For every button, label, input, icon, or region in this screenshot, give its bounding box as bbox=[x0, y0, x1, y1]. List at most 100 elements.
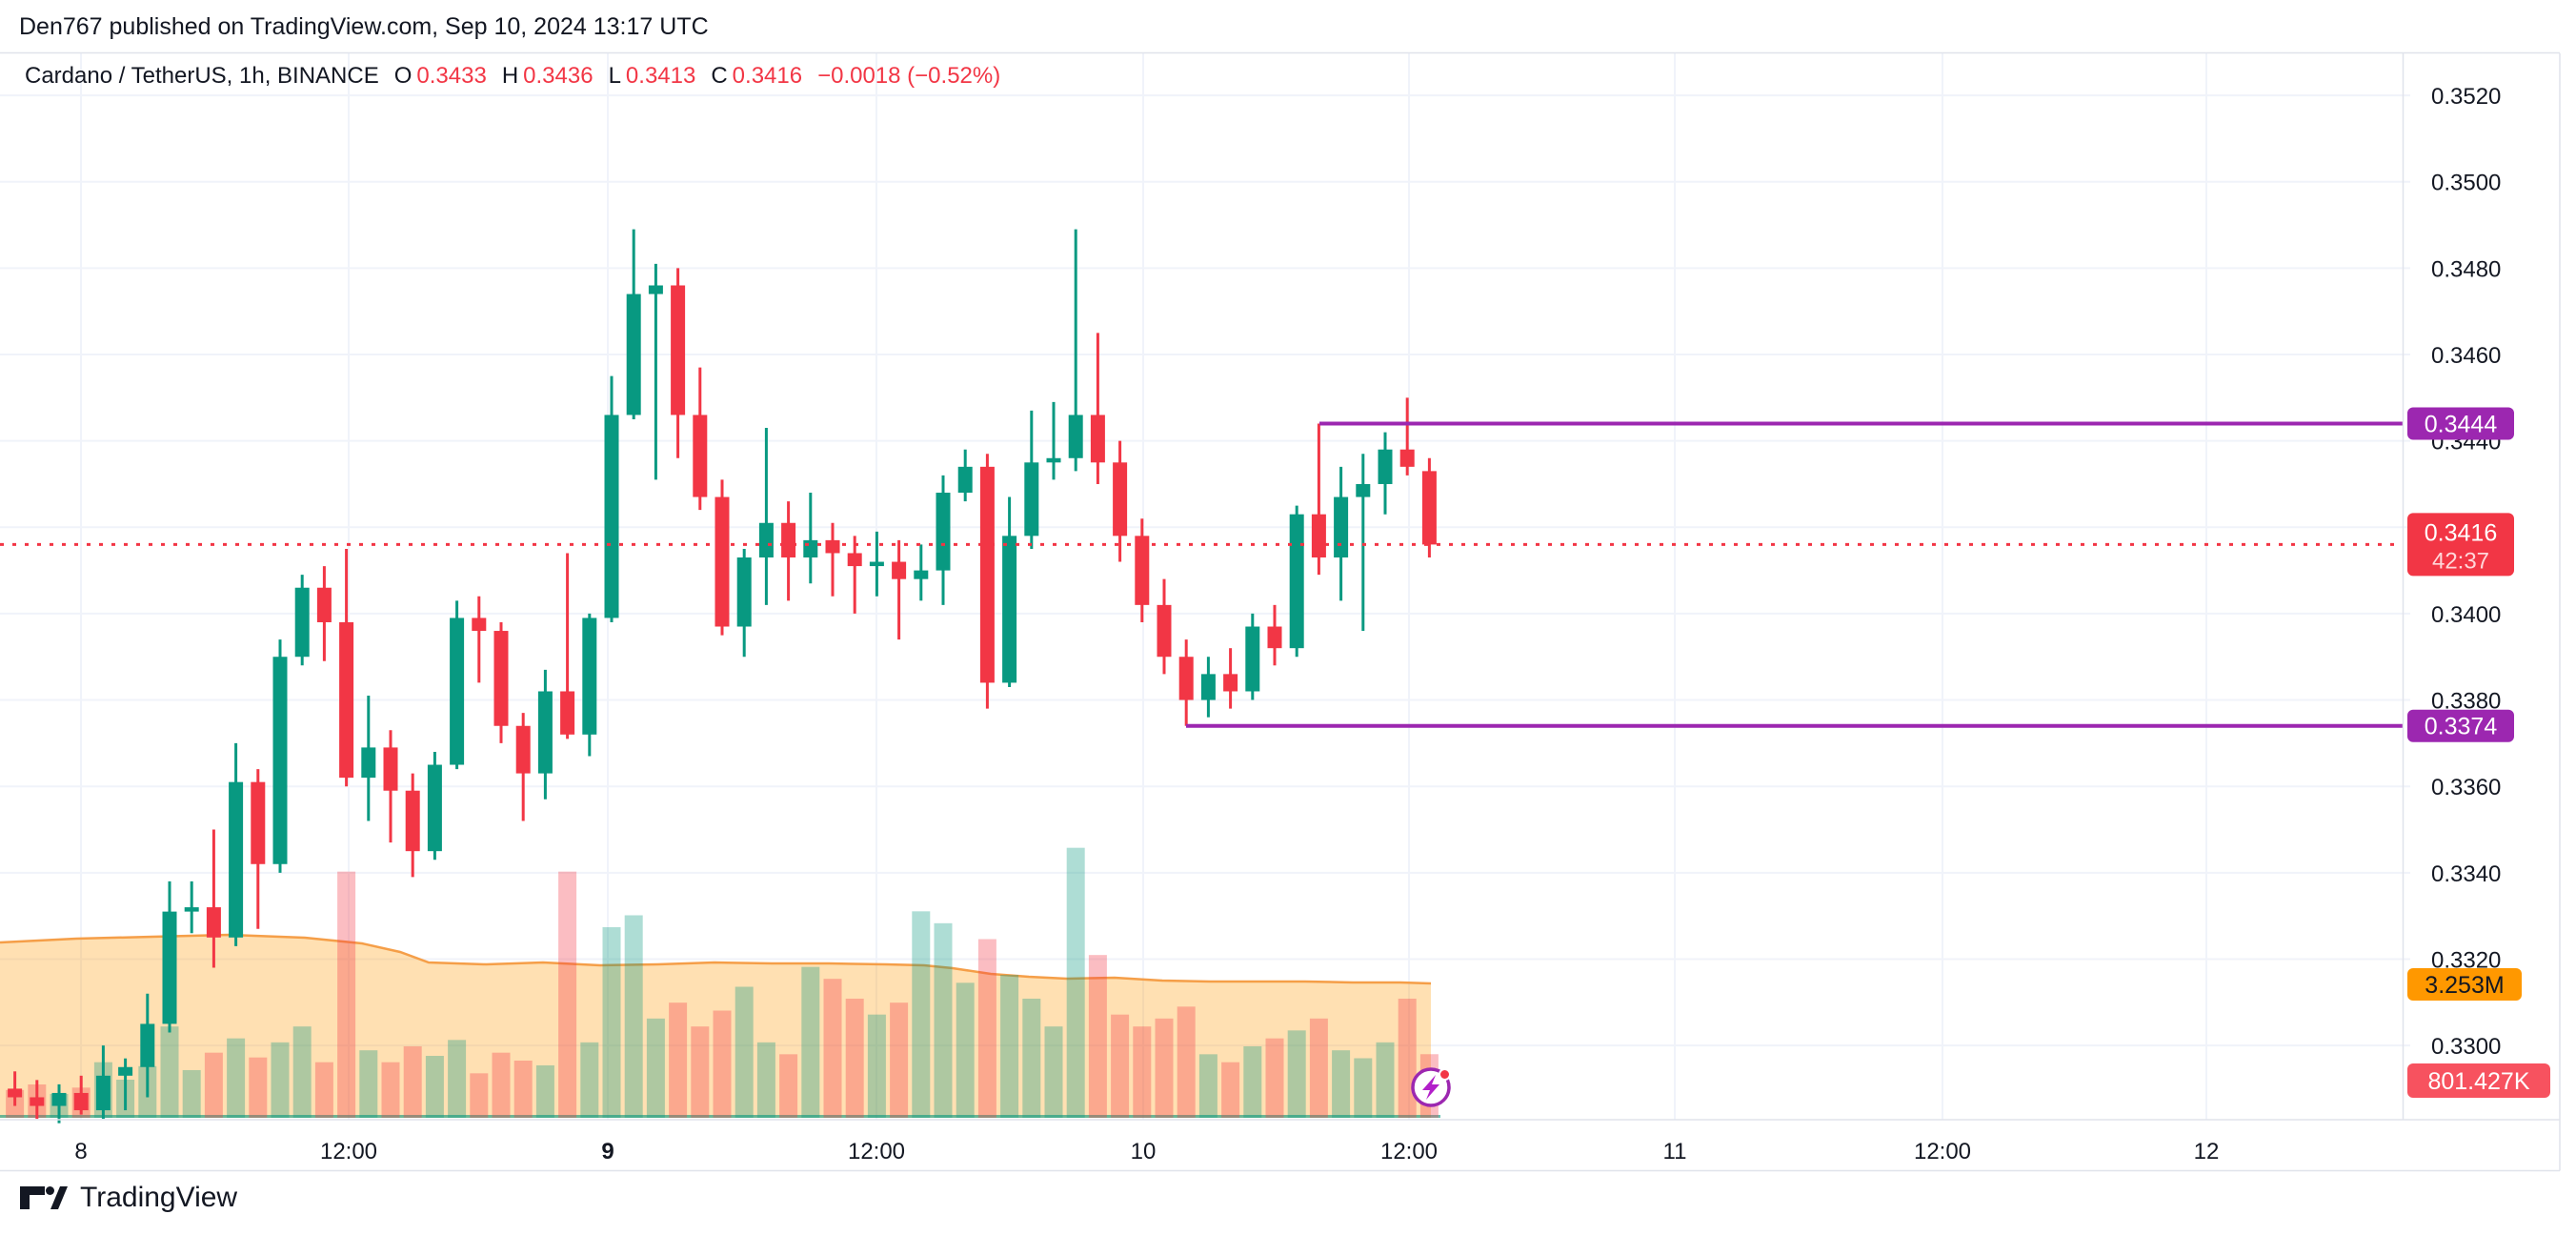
volume-bar bbox=[823, 979, 842, 1118]
candle-body bbox=[1046, 457, 1061, 463]
price-axis-label: 0.3340 bbox=[2431, 861, 2501, 887]
volume-bar bbox=[470, 1073, 489, 1118]
close-value: 0.3416 bbox=[732, 63, 803, 89]
volume-bar bbox=[227, 1038, 246, 1118]
candle-body bbox=[1200, 674, 1216, 700]
time-axis-label: 12:00 bbox=[320, 1139, 377, 1164]
high-value: 0.3436 bbox=[523, 63, 594, 89]
volume-bar bbox=[403, 1046, 422, 1118]
volume-bar bbox=[602, 927, 621, 1118]
candle-body bbox=[1068, 415, 1083, 458]
price-axis-label: 0.3480 bbox=[2431, 256, 2501, 282]
candle-body bbox=[1157, 604, 1172, 658]
candle-body bbox=[472, 618, 487, 632]
volume-bar bbox=[1133, 1026, 1152, 1118]
symbol-title[interactable]: Cardano / TetherUS, 1h, BINANCE bbox=[25, 63, 379, 89]
volume-value-tag-text: 801.427K bbox=[2427, 1068, 2529, 1095]
volume-bar bbox=[646, 1018, 665, 1118]
open-label: O bbox=[393, 63, 413, 89]
candle-body bbox=[294, 587, 310, 658]
volume-bar bbox=[735, 986, 754, 1118]
ohlc-high: H 0.3436 bbox=[502, 63, 594, 90]
candle-body bbox=[493, 631, 509, 726]
candle-body bbox=[206, 907, 221, 938]
tradingview-footer[interactable]: TradingView bbox=[19, 1182, 237, 1214]
open-value: 0.3433 bbox=[416, 63, 487, 89]
volume-bar bbox=[1398, 999, 1417, 1118]
low-value: 0.3413 bbox=[625, 63, 696, 89]
candle-body bbox=[1356, 483, 1371, 497]
volume-bar bbox=[292, 1026, 312, 1118]
price-axis-label: 0.3500 bbox=[2431, 171, 2501, 196]
candle-body bbox=[1311, 514, 1326, 558]
volume-bar bbox=[956, 982, 975, 1118]
tradingview-logo-icon bbox=[20, 1186, 68, 1209]
level-price-tag bbox=[2407, 407, 2514, 440]
candle-body bbox=[162, 911, 177, 1024]
volume-area-line bbox=[0, 933, 1432, 985]
candle-body bbox=[1421, 471, 1437, 545]
volume-bar bbox=[1066, 847, 1085, 1118]
candle-body bbox=[1135, 536, 1150, 605]
volume-bar bbox=[580, 1042, 599, 1118]
candle-body bbox=[869, 561, 884, 567]
candle-body bbox=[847, 553, 862, 567]
volume-bar bbox=[624, 915, 643, 1118]
candle-body bbox=[758, 522, 774, 558]
volume-bar bbox=[1000, 975, 1019, 1118]
level-price-tag-text: 0.3374 bbox=[2425, 714, 2498, 740]
volume-bar bbox=[513, 1061, 533, 1118]
volume-bar bbox=[448, 1040, 467, 1118]
volume-bar bbox=[713, 1010, 732, 1118]
volume-bar bbox=[1111, 1014, 1130, 1118]
volume-bar bbox=[1243, 1046, 1262, 1118]
volume-bar bbox=[691, 1026, 710, 1118]
candle-body bbox=[1002, 536, 1017, 683]
volume-bar bbox=[1332, 1050, 1351, 1118]
volume-bar bbox=[182, 1070, 201, 1118]
volume-bar bbox=[381, 1062, 400, 1118]
candle-body bbox=[693, 415, 708, 497]
candle-body bbox=[1378, 449, 1393, 484]
volume-bar bbox=[1309, 1018, 1328, 1118]
candle-body bbox=[1399, 449, 1415, 467]
candle-body bbox=[427, 764, 442, 852]
time-axis-label: 9 bbox=[601, 1139, 614, 1164]
lightning-event-icon[interactable] bbox=[1411, 1067, 1451, 1107]
volume-bar bbox=[867, 1014, 886, 1118]
candle-body bbox=[781, 522, 796, 558]
candle-body bbox=[582, 618, 597, 735]
candle-body bbox=[51, 1092, 67, 1106]
candle-body bbox=[1245, 626, 1260, 692]
ohlc-open: O 0.3433 bbox=[394, 63, 487, 90]
high-label: H bbox=[501, 63, 519, 89]
level-price-tag bbox=[2407, 709, 2514, 742]
candle-body bbox=[339, 621, 354, 779]
last-price-tag bbox=[2407, 513, 2514, 577]
volume-bar bbox=[535, 1065, 554, 1118]
candle-body bbox=[936, 493, 951, 571]
volume-bar bbox=[756, 1042, 775, 1118]
candle-body bbox=[450, 618, 465, 765]
volume-bar bbox=[977, 939, 996, 1118]
volume-bar bbox=[1088, 955, 1107, 1118]
publish-header: Den767 published on TradingView.com, Sep… bbox=[19, 13, 709, 40]
candle-body bbox=[1289, 514, 1304, 649]
price-change: −0.0018 (−0.52%) bbox=[817, 63, 1001, 89]
candle-body bbox=[1090, 415, 1105, 463]
tradingview-brand-text: TradingView bbox=[80, 1182, 238, 1213]
low-label: L bbox=[608, 63, 621, 89]
candle-body bbox=[405, 790, 420, 852]
candle-body bbox=[648, 285, 663, 294]
candle-body bbox=[1178, 657, 1194, 700]
candle-body bbox=[1334, 496, 1349, 558]
volume-bar bbox=[558, 871, 577, 1118]
time-axis-label: 12:00 bbox=[1380, 1139, 1438, 1164]
close-label: C bbox=[711, 63, 728, 89]
candle-body bbox=[671, 285, 686, 415]
volume-bar bbox=[1044, 1026, 1063, 1118]
candle-body bbox=[1267, 626, 1282, 649]
volume-bar bbox=[1155, 1018, 1174, 1118]
